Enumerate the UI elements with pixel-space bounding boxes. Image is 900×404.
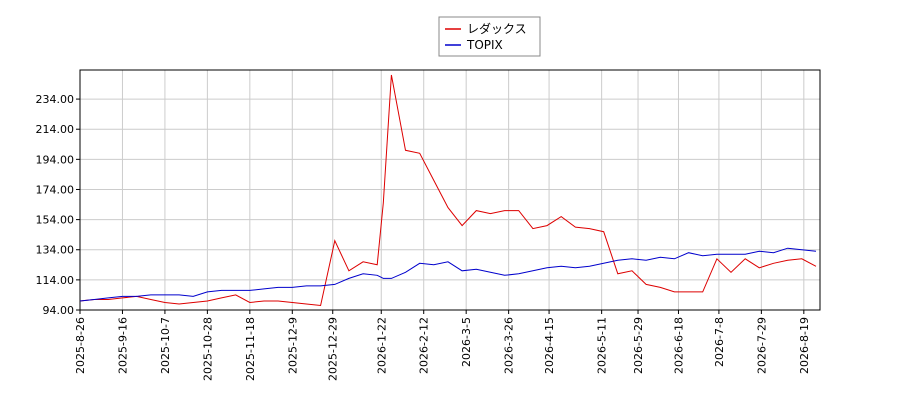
x-tick-label: 2025-9-16: [116, 317, 129, 374]
legend-label: TOPIX: [466, 38, 503, 52]
y-tick-label: 234.00: [36, 93, 75, 106]
y-tick-label: 94.00: [43, 304, 75, 317]
legend-label: レダックス: [467, 21, 527, 36]
series-line: [79, 247, 817, 302]
x-tick-label: 2025-8-26: [74, 317, 87, 374]
y-tick-label: 214.00: [36, 123, 75, 136]
series-line: [79, 74, 817, 307]
x-tick-label: 2026-2-12: [418, 317, 431, 374]
plot-frame: [79, 69, 821, 311]
x-tick-label: 2026-1-22: [375, 317, 388, 374]
y-tick-label: 154.00: [36, 214, 75, 227]
x-tick-label: 2026-7-29: [755, 317, 768, 374]
x-tick-label: 2026-6-18: [672, 317, 685, 374]
y-tick-label: 174.00: [36, 183, 75, 196]
legend-box: [438, 16, 541, 57]
x-tick-label: 2026-5-11: [596, 317, 609, 374]
y-tick-label: 114.00: [36, 274, 75, 287]
x-tick-label: 2026-5-29: [632, 317, 645, 374]
x-tick-label: 2026-8-19: [798, 317, 811, 374]
x-tick-label: 2025-12-9: [286, 317, 299, 374]
y-tick-label: 134.00: [36, 244, 75, 257]
x-tick-label: 2026-7-8: [713, 317, 726, 367]
x-tick-label: 2026-3-26: [503, 317, 516, 374]
x-tick-label: 2025-11-18: [244, 317, 257, 381]
x-tick-label: 2026-4-15: [543, 317, 556, 374]
x-tick-label: 2025-10-7: [159, 317, 172, 374]
x-tick-label: 2025-12-29: [327, 317, 340, 381]
x-tick-label: 2025-10-28: [201, 317, 214, 381]
x-tick-label: 2026-3-5: [460, 317, 473, 367]
y-tick-label: 194.00: [36, 153, 75, 166]
